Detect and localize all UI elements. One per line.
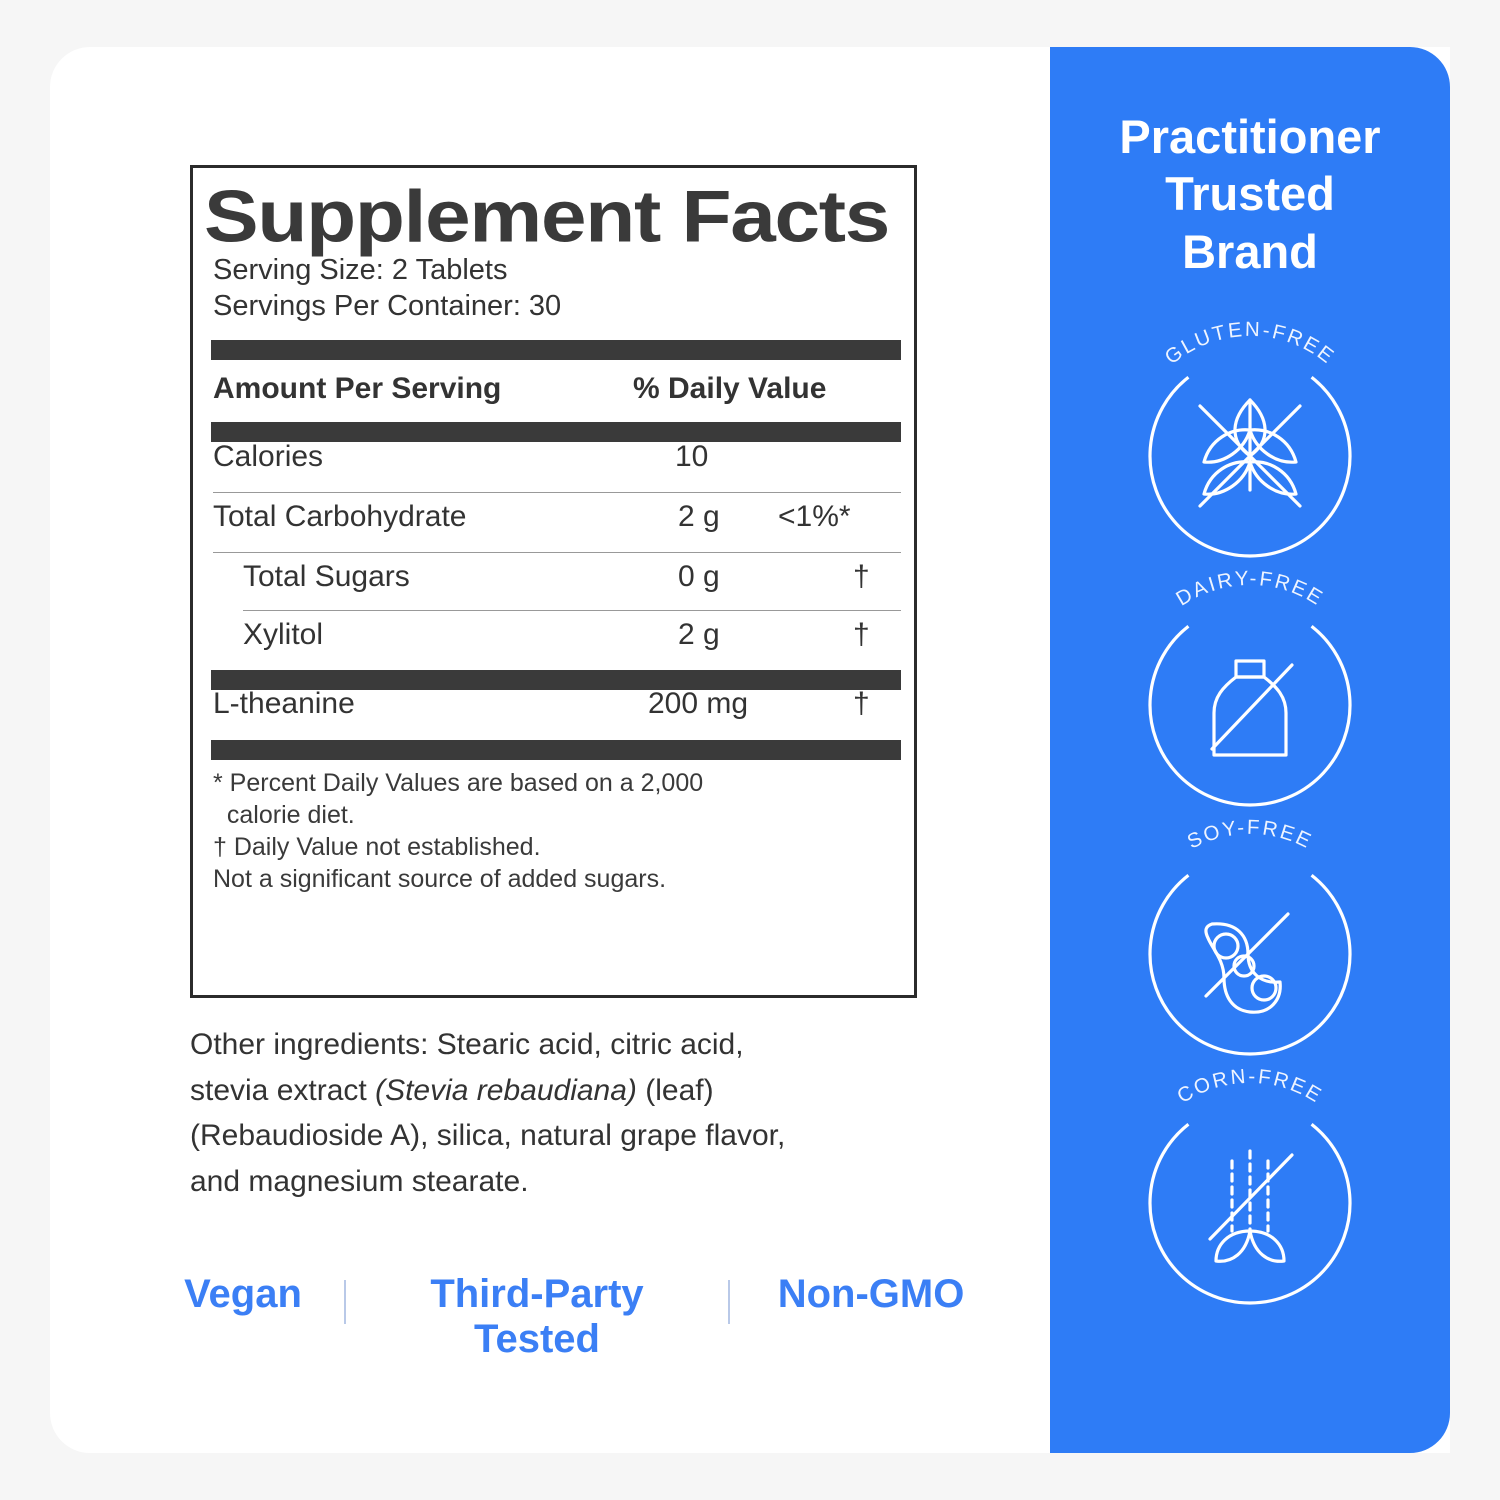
svg-text:DAIRY-FREE: DAIRY-FREE	[1172, 567, 1328, 611]
svg-text:SOY-FREE: SOY-FREE	[1183, 816, 1316, 854]
svg-text:GLUTEN-FREE: GLUTEN-FREE	[1160, 318, 1339, 369]
svg-text:CORN-FREE: CORN-FREE	[1173, 1065, 1327, 1108]
